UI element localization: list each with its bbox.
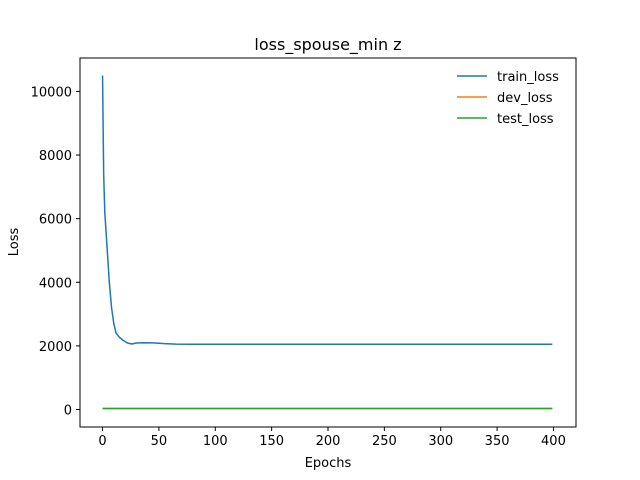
x-tick-label: 50 bbox=[151, 434, 168, 449]
y-tick-label: 8000 bbox=[39, 149, 72, 164]
x-tick-label: 400 bbox=[541, 434, 566, 449]
series-line-train-loss bbox=[101, 75, 553, 346]
chart-title: loss_spouse_min z bbox=[254, 35, 401, 55]
x-tick-label: 0 bbox=[98, 434, 106, 449]
y-tick-label: 2000 bbox=[39, 340, 72, 355]
legend-label: dev_loss bbox=[497, 91, 553, 106]
legend: train_loss dev_loss test_loss bbox=[457, 70, 559, 127]
legend-label: train_loss bbox=[497, 70, 559, 85]
y-tick-label: 4000 bbox=[39, 276, 72, 291]
y-tick-label: 0 bbox=[64, 404, 72, 419]
x-tick-label: 300 bbox=[428, 434, 453, 449]
legend-label: test_loss bbox=[497, 112, 554, 127]
y-axis: 0 2000 4000 6000 8000 10000 bbox=[31, 85, 80, 419]
x-tick-label: 200 bbox=[316, 434, 341, 449]
x-axis: 0 50 100 150 200 250 300 350 400 bbox=[98, 427, 566, 449]
x-tick-label: 150 bbox=[259, 434, 284, 449]
x-tick-label: 100 bbox=[203, 434, 228, 449]
x-axis-label: Epochs bbox=[305, 456, 352, 471]
x-tick-label: 350 bbox=[485, 434, 510, 449]
y-tick-label: 10000 bbox=[31, 85, 72, 100]
x-tick-label: 250 bbox=[372, 434, 397, 449]
y-axis-label: Loss bbox=[7, 228, 22, 257]
plot-area bbox=[101, 75, 553, 410]
y-tick-label: 6000 bbox=[39, 213, 72, 228]
